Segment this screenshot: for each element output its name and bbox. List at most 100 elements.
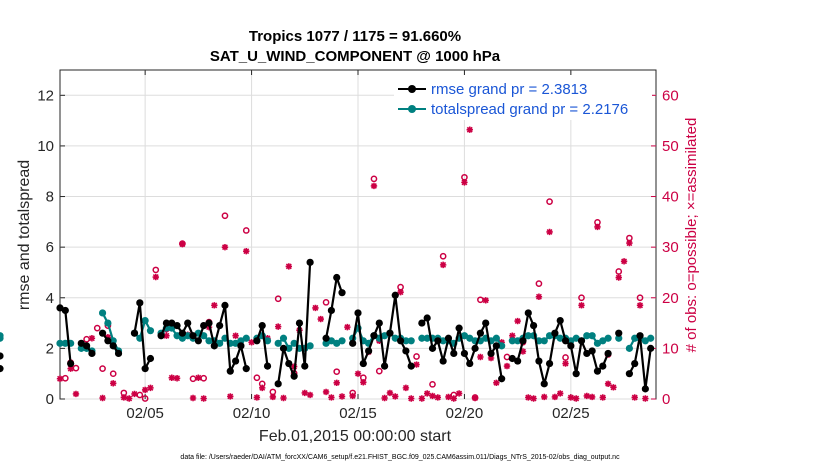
rmse-point: [439, 357, 447, 365]
obs-assimilated-marker: [636, 302, 644, 309]
totalspread-point: [61, 339, 69, 347]
obs-possible-marker: [375, 367, 383, 375]
rmse-point: [157, 332, 165, 340]
rmse-point: [359, 359, 367, 368]
rmse-point: [178, 329, 186, 337]
obs-assimilated-marker: [413, 361, 420, 368]
rmse-point: [301, 362, 309, 370]
obs-assimilated-marker: [131, 390, 138, 398]
rmse-point: [104, 337, 112, 345]
obs-assimilated-marker: [519, 348, 527, 355]
obs-possible-marker: [370, 175, 378, 183]
rmse-point: [141, 365, 149, 373]
obs-assimilated-marker: [280, 394, 287, 402]
obs-assimilated-marker: [221, 243, 229, 251]
legend-rmse-marker: [408, 85, 416, 93]
rmse-point: [333, 273, 341, 282]
obs-possible-marker: [413, 353, 420, 360]
rmse-point: [514, 357, 522, 365]
obs-assimilated-marker: [200, 395, 207, 402]
obs-assimilated-marker: [189, 394, 197, 402]
obs-assimilated-marker: [588, 393, 596, 401]
rmse-point: [396, 337, 405, 345]
obs-assimilated-marker: [168, 374, 175, 381]
obs-assimilated-marker: [572, 395, 580, 402]
totalspread-point: [274, 339, 282, 347]
rmse-point: [625, 370, 633, 378]
rmse-series: [0, 258, 655, 393]
y2-axis-label: # of obs: o=possible; ×=assimilated: [683, 118, 700, 353]
obs-assimilated-marker: [248, 339, 255, 346]
totalspread-point: [402, 337, 410, 345]
obs-possible-marker: [562, 354, 569, 361]
x-tick-label: 02/05: [126, 405, 164, 422]
obs-possible-marker: [221, 212, 229, 220]
rmse-point: [641, 385, 649, 393]
rmse-point: [295, 319, 304, 327]
legend-rmse-label: rmse grand pr = 2.3813: [431, 81, 587, 98]
rmse-point: [599, 362, 607, 370]
totalspread-point: [540, 337, 548, 345]
obs-assimilated-marker: [381, 394, 388, 402]
legend-spread-label: totalspread grand pr = 2.2176: [431, 101, 628, 118]
obs-assimilated-marker: [333, 379, 340, 387]
obs-possible-marker: [242, 227, 250, 234]
rmse-point: [61, 306, 69, 315]
obs-assimilated-marker: [120, 394, 128, 401]
obs-possible-marker: [200, 374, 208, 382]
obs-assimilated-marker: [509, 332, 516, 339]
obs-assimilated-marker: [567, 394, 575, 401]
rmse-point: [551, 329, 559, 337]
obs-possible-marker: [333, 368, 341, 376]
totalspread-point: [56, 339, 64, 347]
rmse-point: [466, 359, 474, 368]
rmse-point: [0, 365, 4, 373]
plot-area: 02/05 02/10 02/15 02/20 02/25 0 2 4 6 8 10 12 0 10 2…: [0, 69, 679, 422]
rmse-point: [189, 332, 197, 340]
obs-assimilated-marker: [259, 384, 266, 392]
rmse-point: [375, 319, 383, 327]
obs-assimilated-marker: [642, 395, 649, 402]
rmse-point: [530, 322, 538, 330]
obs-assimilated-marker: [274, 323, 282, 330]
obs-possible-marker: [397, 283, 404, 291]
rmse-point: [577, 337, 586, 345]
obs-assimilated-marker: [349, 392, 356, 400]
totalspread-point: [524, 332, 532, 340]
obs-possible-marker: [546, 198, 553, 205]
rmse-point: [146, 354, 155, 363]
totalspread-point: [98, 309, 107, 317]
obs-assimilated-marker: [408, 395, 415, 402]
totalspread-point: [306, 342, 314, 350]
obs-assimilated-marker: [487, 354, 495, 362]
rmse-point: [386, 329, 394, 337]
obs-assimilated-marker: [514, 317, 521, 325]
rmse-point: [114, 349, 123, 358]
rmse-point: [428, 344, 437, 352]
obs-assimilated-marker: [615, 274, 622, 281]
obs-assimilated-marker: [551, 393, 559, 401]
y-tick-label: 6: [46, 239, 54, 256]
obs-assimilated-marker: [525, 394, 532, 401]
rmse-point: [631, 359, 639, 368]
rmse-point: [482, 319, 490, 327]
rmse-point: [604, 349, 612, 358]
rmse-point: [162, 319, 171, 327]
totalspread-point: [285, 344, 293, 352]
rmse-point: [402, 347, 410, 355]
obs-assimilated-marker: [434, 394, 442, 401]
rmse-point: [391, 291, 399, 299]
totalspread-point: [423, 334, 431, 342]
rmse-point: [253, 337, 261, 345]
rmse-point: [354, 309, 362, 317]
totalspread-point: [625, 344, 633, 352]
obs-assimilated-marker: [429, 392, 436, 400]
obs-assimilated-marker: [604, 380, 612, 388]
rmse-point: [567, 342, 575, 350]
obs-assimilated-marker: [232, 332, 239, 339]
rmse-point: [540, 380, 548, 388]
obs-assimilated-marker: [503, 362, 511, 370]
obs-assimilated-marker: [439, 261, 447, 269]
rmse-point: [498, 375, 506, 383]
